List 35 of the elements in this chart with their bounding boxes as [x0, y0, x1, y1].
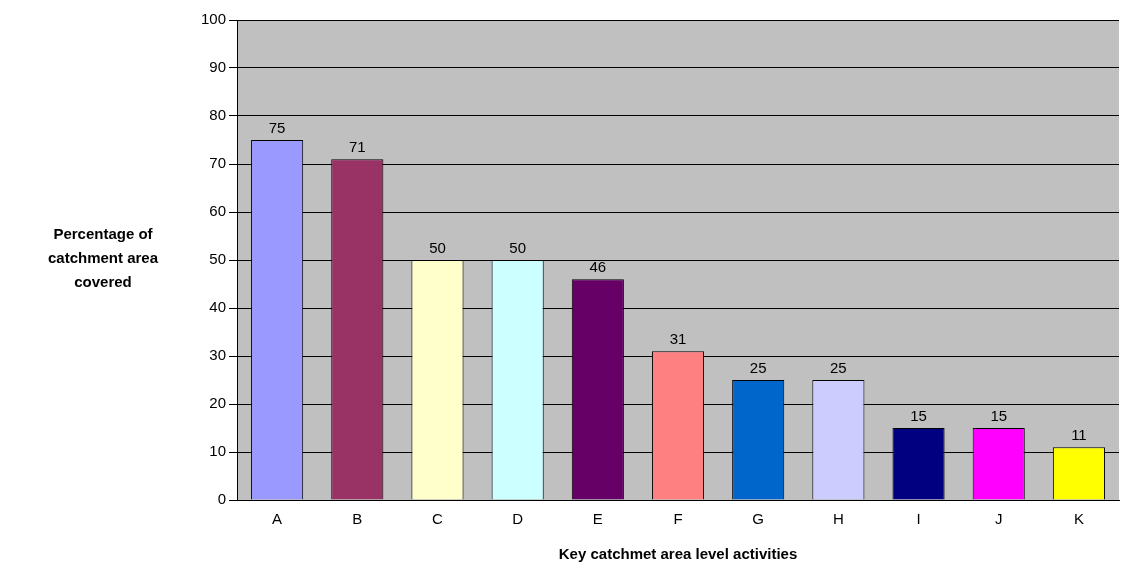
y-tick-label: 80	[209, 106, 227, 124]
x-tick-label: I	[916, 510, 921, 528]
y-tick-label: 40	[209, 298, 227, 316]
x-tick-label: G	[752, 510, 765, 528]
y-tick-label: 10	[209, 442, 227, 460]
data-label: 25	[749, 358, 767, 376]
x-tick-label: C	[432, 510, 444, 528]
y-tick-label: 90	[209, 58, 227, 76]
data-label: 75	[268, 118, 286, 136]
x-tick-label: F	[673, 510, 683, 528]
data-label: 25	[830, 358, 847, 376]
data-label: 31	[669, 329, 687, 347]
x-tick-label: E	[592, 510, 603, 528]
x-tick-label: J	[994, 510, 1003, 528]
y-tick-label: 50	[209, 250, 227, 268]
x-tick-label: H	[832, 510, 844, 528]
data-label: 50	[429, 238, 446, 256]
x-tick-label: K	[1073, 510, 1084, 528]
y-tick-label: 70	[209, 154, 227, 172]
x-tick-label: A	[272, 510, 283, 528]
x-axis-title: Key catchmet area level activities	[558, 545, 798, 563]
data-label: 71	[348, 137, 366, 155]
x-tick-label: B	[352, 510, 363, 528]
y-tick-label: 100	[201, 10, 227, 28]
data-label: 15	[910, 406, 927, 424]
x-tick-label: D	[512, 510, 524, 528]
data-label: 15	[990, 406, 1008, 424]
y-tick-label: 20	[209, 394, 227, 412]
y-tick-label: 60	[209, 202, 227, 220]
data-label: 50	[509, 238, 526, 256]
y-tick-label: 30	[209, 346, 227, 364]
y-axis-title: Percentage of catchment area covered	[46, 224, 160, 292]
y-tick-label: 0	[217, 490, 227, 508]
data-label: 11	[1071, 425, 1087, 443]
data-label: 46	[589, 257, 607, 275]
